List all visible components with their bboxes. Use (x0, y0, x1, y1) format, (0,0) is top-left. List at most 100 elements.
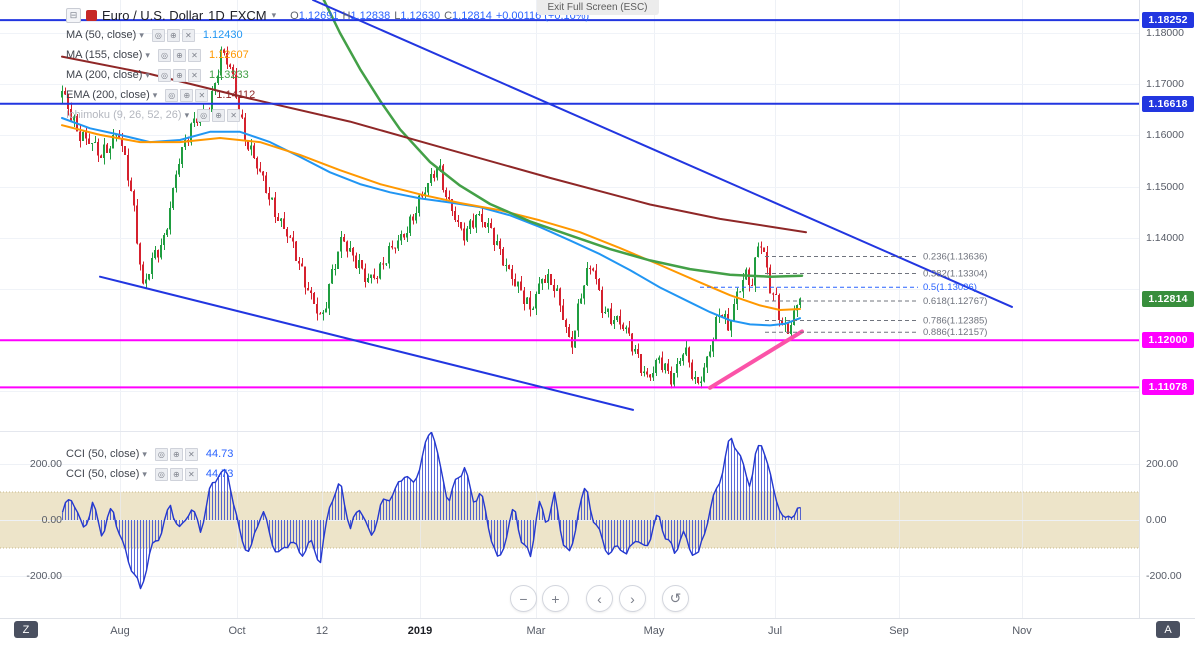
price-badge: 1.12814 (1142, 290, 1194, 307)
price-tick-label: 1.16000 (1146, 129, 1184, 142)
chart-header: ⊟ Euro / U.S. Dollar 1D FXCM ▾ O1.12691 H… (66, 6, 589, 25)
ohlc-readout: O1.12691 H1.12838 L1.12630 C1.12814 +0.00116… (286, 10, 589, 22)
indicator-label: EMA (200, close) (66, 89, 150, 101)
indicator-legend-row[interactable]: MA (200, close) ▾ ◎ ⊕ ✕ 1.13233 (66, 65, 589, 85)
settings-icon[interactable]: ⊕ (172, 68, 186, 82)
indicator-label: CCI (50, close) (66, 448, 140, 460)
settings-icon[interactable]: ⊕ (166, 28, 180, 42)
cci-tick-label: -200.00 (1146, 570, 1182, 582)
moving-average-lines (61, 0, 807, 327)
time-axis-label: 2019 (407, 625, 433, 637)
indicator-value: 1.14112 (216, 89, 256, 101)
indicator-label: MA (50, close) (66, 29, 137, 41)
indicator-value: 1.13233 (208, 69, 249, 81)
scroll-left-button[interactable]: ‹ (586, 585, 613, 612)
indicator-legend-row[interactable]: Ichimoku (9, 26, 52, 26) ▾ ◎ ⊕ ✕ (66, 105, 589, 125)
ma-155-line (61, 124, 801, 311)
close-icon[interactable]: ✕ (187, 68, 201, 82)
symbol-logo-icon (86, 10, 97, 21)
fib-level-label: 0.382(1.13304) (923, 269, 987, 280)
fib-level-label: 0.5(1.13036) (923, 282, 977, 293)
price-badge: 1.12000 (1142, 332, 1194, 349)
time-axis-label: Mar (526, 625, 546, 637)
symbol-title[interactable]: Euro / U.S. Dollar (102, 8, 204, 23)
close-value: 1.12814 (452, 9, 492, 22)
close-icon[interactable]: ✕ (184, 447, 198, 461)
indicator-label: MA (155, close) (66, 49, 143, 61)
corner-z-button[interactable]: Z (14, 621, 38, 638)
eye-icon[interactable]: ◎ (151, 28, 165, 42)
symbol-interval[interactable]: 1D (208, 8, 225, 23)
settings-icon[interactable]: ⊕ (169, 467, 183, 481)
cci-tick-label-left: 0.00 (41, 514, 62, 526)
chevron-down-icon[interactable]: ▾ (184, 109, 190, 120)
eye-icon[interactable]: ◎ (157, 48, 171, 62)
indicator-label: Ichimoku (9, 26, 52, 26) (66, 109, 182, 121)
cci-tick-label: 0.00 (1146, 514, 1167, 526)
price-tick-label: 1.17000 (1146, 78, 1184, 91)
eye-icon[interactable]: ◎ (165, 88, 179, 102)
close-icon[interactable]: ✕ (181, 28, 195, 42)
price-chart-canvas[interactable]: 0.236(1.13636) 0.382(1.13304) 0.5(1.13036)… (0, 0, 1139, 431)
symbol-exchange: FXCM (229, 8, 267, 23)
ma-200-line (322, 0, 804, 278)
close-icon[interactable]: ✕ (184, 467, 198, 481)
close-icon[interactable]: ✕ (195, 88, 209, 102)
close-label: C (444, 9, 453, 22)
indicator-legend-row[interactable]: MA (155, close) ▾ ◎ ⊕ ✕ 1.12607 (66, 45, 589, 65)
price-tick-label: 1.15000 (1146, 180, 1184, 193)
settings-icon[interactable]: ⊕ (212, 108, 226, 122)
high-value: 1.12838 (350, 9, 391, 22)
indicator-value: 1.12607 (208, 49, 249, 61)
settings-icon[interactable]: ⊕ (172, 48, 186, 62)
cci-grid (0, 432, 1139, 618)
trendlines[interactable] (99, 0, 1013, 411)
low-value: 1.12630 (400, 9, 441, 22)
price-tick-label: 1.14000 (1146, 231, 1184, 244)
chevron-down-icon[interactable]: ▾ (139, 29, 144, 40)
indicator-legend-list: MA (50, close) ▾ ◎ ⊕ ✕ 1.12430 MA (155, close)… (66, 25, 589, 125)
settings-icon[interactable]: ⊕ (169, 447, 183, 461)
indicator-legend-row[interactable]: EMA (200, close) ▾ ◎ ⊕ ✕ 1.14112 (66, 85, 589, 105)
cci-indicator-pane[interactable] (0, 431, 1139, 618)
fib-level-label: 0.886(1.12157) (923, 327, 987, 338)
corner-a-button[interactable]: A (1156, 621, 1180, 638)
eye-icon[interactable]: ◎ (154, 467, 168, 481)
indicator-legend-row[interactable]: CCI (50, close) ▾ ◎ ⊕ ✕ 44.73 (66, 464, 233, 484)
chevron-down-icon[interactable]: ▾ (142, 448, 147, 459)
scroll-right-button[interactable]: › (619, 585, 646, 612)
indicator-legend-row[interactable]: MA (50, close) ▾ ◎ ⊕ ✕ 1.12430 (66, 25, 589, 45)
indicator-legend-row[interactable]: CCI (50, close) ▾ ◎ ⊕ ✕ 44.73 (66, 444, 233, 464)
price-badge: 1.11078 (1142, 379, 1194, 396)
chevron-down-icon[interactable]: ▾ (271, 10, 277, 20)
time-axis-label: Nov (1012, 625, 1032, 637)
indicator-label: CCI (50, close) (66, 468, 140, 480)
chevron-down-icon[interactable]: ▾ (145, 69, 150, 80)
time-axis-label: Jul (767, 625, 783, 637)
layout-icon[interactable]: ⊟ (66, 8, 81, 23)
cci-chart-canvas[interactable] (0, 432, 1139, 618)
time-axis-label: 12 (315, 625, 329, 637)
fibonacci-retracement[interactable]: 0.236(1.13636) 0.382(1.13304) 0.5(1.13036)… (700, 252, 987, 339)
chevron-down-icon[interactable]: ▾ (142, 468, 147, 479)
price-axis[interactable]: 1.18000 1.17000 1.16000 1.15000 1.14000 200.0… (1139, 0, 1195, 618)
reset-view-button[interactable]: ↺ (662, 585, 689, 612)
time-axis[interactable]: Aug Oct 12 2019 Mar May Jul Sep Nov (0, 618, 1195, 645)
eye-icon[interactable]: ◎ (197, 108, 211, 122)
time-axis-label: Oct (228, 625, 246, 637)
chevron-down-icon[interactable]: ▾ (145, 49, 150, 60)
chevron-down-icon[interactable]: ▾ (152, 89, 158, 100)
eye-icon[interactable]: ◎ (154, 447, 168, 461)
close-icon[interactable]: ✕ (187, 48, 201, 62)
settings-icon[interactable]: ⊕ (180, 88, 194, 102)
price-chart-pane[interactable]: 0.236(1.13636) 0.382(1.13304) 0.5(1.13036)… (0, 0, 1139, 431)
ema-200-line (61, 55, 807, 234)
horizontal-levels[interactable] (0, 19, 1139, 389)
indicator-label: MA (200, close) (66, 69, 143, 81)
zoom-in-button[interactable]: + (542, 585, 569, 612)
close-icon[interactable]: ✕ (227, 108, 241, 122)
zoom-out-button[interactable]: − (510, 585, 537, 612)
cci-legend-list: CCI (50, close) ▾ ◎ ⊕ ✕ 44.73 CCI (50, close) ▾… (66, 444, 233, 484)
eye-icon[interactable]: ◎ (157, 68, 171, 82)
open-value: 1.12691 (298, 9, 339, 22)
